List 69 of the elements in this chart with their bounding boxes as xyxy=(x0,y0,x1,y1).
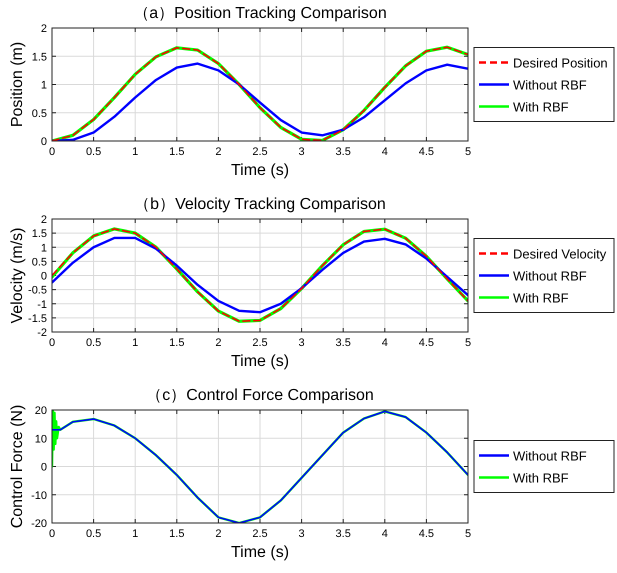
x-tick-label: 5 xyxy=(464,146,472,158)
y-tick-label: 1 xyxy=(40,242,47,254)
x-axis-title: Time (s) xyxy=(230,544,290,561)
y-tick-label: 1 xyxy=(40,80,47,92)
x-tick-label: 4.5 xyxy=(418,146,434,158)
y-tick-label: 1.5 xyxy=(32,228,47,240)
y-tick-label: 0 xyxy=(40,136,47,148)
x-tick-label: 2 xyxy=(215,146,222,158)
y-tick-label: -1.5 xyxy=(28,312,47,325)
chart-title: （a）Position Tracking Comparison xyxy=(133,5,387,22)
x-tick-label: 1 xyxy=(132,337,138,349)
x-tick-label: 2.5 xyxy=(252,146,268,158)
x-tick-label: 1 xyxy=(132,146,138,158)
x-tick-label: 2 xyxy=(215,528,222,540)
x-tick-label: 5 xyxy=(464,528,472,540)
legend-label: With RBF xyxy=(513,470,569,486)
y-tick-label: -2 xyxy=(37,327,47,339)
x-tick-label: 2.5 xyxy=(252,528,268,540)
y-tick-label: -1 xyxy=(37,298,47,311)
x-tick-label: 4 xyxy=(382,528,388,540)
x-tick-label: 4 xyxy=(382,337,388,349)
x-tick-label: 4.5 xyxy=(418,528,434,540)
x-tick-label: 2.5 xyxy=(252,337,268,349)
y-tick-label: 0.5 xyxy=(32,256,47,268)
chart-title: （b）Velocity Tracking Comparison xyxy=(134,196,386,213)
x-tick-label: 1.5 xyxy=(169,337,184,349)
x-tick-label: 1.5 xyxy=(169,146,184,158)
legend-label: Desired Position xyxy=(513,56,608,70)
x-tick-label: 2 xyxy=(215,337,222,349)
y-tick-label: 2 xyxy=(40,23,47,35)
legend-label: With RBF xyxy=(513,290,569,306)
x-tick-label: 3 xyxy=(298,146,305,158)
chart-title: （c）Control Force Comparison xyxy=(146,387,374,404)
y-tick-label: -0.5 xyxy=(28,284,47,297)
y-tick-label: 20 xyxy=(34,405,47,417)
y-tick-label: 2 xyxy=(40,214,47,226)
x-tick-label: 3.5 xyxy=(336,528,351,540)
x-tick-label: 0.5 xyxy=(86,337,102,349)
legend-label: Desired Velocity xyxy=(513,246,607,262)
y-tick-label: 0 xyxy=(40,462,47,474)
y-tick-label: 1.5 xyxy=(32,51,47,64)
y-axis-title: Control Force (N) xyxy=(9,404,26,528)
y-tick-label: 10 xyxy=(34,433,47,446)
legend-label: Without RBF xyxy=(513,448,587,464)
x-tick-label: 0 xyxy=(48,528,56,540)
y-axis-title: Velocity (m/s) xyxy=(9,227,26,324)
x-tick-label: 3.5 xyxy=(336,146,351,158)
x-tick-label: 3 xyxy=(298,528,305,540)
x-tick-label: 0 xyxy=(48,146,56,158)
x-tick-label: 0.5 xyxy=(86,528,102,540)
x-tick-label: 3.5 xyxy=(336,337,351,349)
x-tick-label: 4.5 xyxy=(418,337,434,349)
y-axis-title: Position (m) xyxy=(9,42,26,128)
x-tick-label: 0.5 xyxy=(86,146,102,158)
y-tick-label: 0.5 xyxy=(32,108,47,120)
legend-label: Without RBF xyxy=(513,78,587,92)
y-tick-label: -10 xyxy=(31,490,47,502)
x-tick-label: 1.5 xyxy=(169,528,184,540)
x-axis-title: Time (s) xyxy=(230,353,290,370)
legend-label: With RBF xyxy=(513,100,569,114)
legend-label: Without RBF xyxy=(513,268,587,284)
x-tick-label: 4 xyxy=(382,146,388,158)
x-tick-label: 3 xyxy=(298,337,305,349)
y-tick-label: -20 xyxy=(31,518,47,530)
x-axis-title: Time (s) xyxy=(230,162,290,179)
x-tick-label: 1 xyxy=(132,528,138,540)
x-tick-label: 5 xyxy=(464,337,472,349)
x-tick-label: 0 xyxy=(48,337,56,349)
y-tick-label: 0 xyxy=(40,270,47,282)
